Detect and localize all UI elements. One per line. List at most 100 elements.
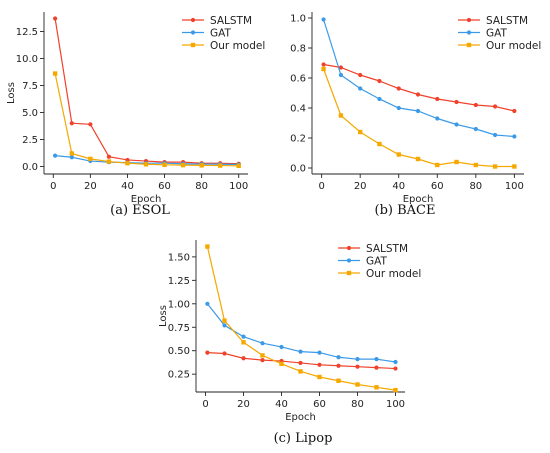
data-point: [415, 156, 421, 162]
data-point: [298, 360, 303, 366]
x-axis-label: Epoch: [403, 194, 434, 205]
data-point: [355, 382, 360, 387]
x-tick-label: 20: [84, 181, 97, 192]
data-point: [317, 350, 322, 355]
series-our-model: [52, 71, 241, 168]
data-point: [222, 351, 227, 356]
legend-entry-label: SALSTM: [210, 15, 252, 27]
data-point: [199, 163, 204, 168]
y-tick-label: 0.25: [168, 370, 190, 381]
data-point: [205, 244, 210, 249]
y-tick-label: 7.5: [22, 81, 38, 92]
legend-swatch-marker: [466, 30, 472, 35]
y-tick-label: 1.25: [168, 276, 190, 287]
data-point: [125, 161, 130, 166]
legend-swatch-marker: [346, 245, 352, 251]
x-tick-label: 100: [229, 181, 248, 192]
data-point: [279, 361, 284, 367]
legend-entry-label: SALSTM: [366, 243, 408, 255]
data-point: [435, 116, 440, 121]
data-point: [358, 72, 363, 78]
data-point: [88, 156, 93, 162]
legend-swatch-marker: [346, 258, 352, 263]
data-point: [512, 108, 517, 114]
x-tick-label: 40: [392, 181, 405, 192]
data-point: [473, 126, 478, 132]
subfigure-caption: (c) Lipop: [274, 431, 333, 446]
data-point: [374, 365, 379, 370]
data-point: [222, 318, 227, 323]
x-tick-label: 100: [386, 399, 405, 410]
data-point: [377, 78, 382, 84]
data-point: [317, 362, 322, 367]
y-tick-label: 1.00: [168, 299, 190, 310]
y-axis-label: Loss: [158, 305, 169, 327]
data-point: [69, 151, 75, 156]
series-salstm: [205, 350, 398, 371]
y-tick-label: 0.75: [168, 323, 190, 334]
legend-entry-label: GAT: [486, 27, 508, 39]
series-gat: [321, 17, 517, 139]
y-tick-label: 0.6: [290, 74, 306, 85]
legend-swatch-marker: [466, 17, 472, 23]
y-axis-label: Loss: [6, 82, 17, 104]
data-point: [241, 356, 246, 361]
data-point: [396, 105, 401, 111]
legend-entry-label: Our model: [210, 40, 265, 52]
data-point: [205, 301, 210, 306]
data-point: [492, 164, 498, 169]
x-tick-label: 20: [237, 399, 250, 410]
data-point: [374, 385, 379, 390]
y-tick-label: 0.0: [22, 162, 38, 173]
data-point: [143, 162, 149, 167]
data-point: [338, 72, 344, 78]
data-point: [396, 86, 401, 91]
data-point: [69, 121, 74, 126]
series-line: [207, 351, 396, 370]
data-point: [415, 108, 421, 114]
x-tick-label: 100: [505, 181, 524, 192]
data-point: [393, 359, 398, 365]
data-point: [512, 164, 517, 169]
data-point: [454, 159, 459, 165]
x-tick-label: 60: [431, 181, 444, 192]
data-point: [415, 92, 421, 97]
data-point: [492, 104, 498, 109]
data-point: [338, 65, 344, 70]
data-point: [260, 353, 265, 358]
data-point: [88, 122, 93, 127]
data-point: [236, 163, 241, 168]
x-axis-label: Epoch: [285, 412, 316, 423]
y-tick-label: 1.0: [290, 14, 306, 25]
data-point: [260, 357, 265, 363]
data-point: [358, 86, 363, 91]
data-point: [435, 162, 440, 168]
data-point: [162, 162, 167, 168]
data-point: [336, 378, 341, 383]
series-salstm: [321, 62, 517, 114]
data-point: [241, 340, 246, 345]
series-our-model: [321, 66, 517, 169]
data-point: [396, 152, 401, 157]
y-tick-label: 0.50: [168, 346, 190, 357]
x-tick-label: 40: [121, 181, 134, 192]
y-tick-label: 2.5: [22, 135, 38, 146]
series-gat: [205, 301, 398, 365]
legend-entry-label: Our model: [366, 268, 421, 280]
data-point: [298, 349, 303, 354]
data-point: [260, 341, 265, 346]
y-tick-label: 1.50: [168, 252, 190, 263]
data-point: [454, 122, 459, 127]
series-our-model: [205, 244, 398, 393]
data-point: [473, 162, 479, 168]
legend-entry-label: GAT: [210, 27, 232, 39]
data-point: [279, 344, 284, 350]
data-point: [321, 17, 326, 22]
x-axis-label: Epoch: [131, 194, 162, 205]
x-tick-label: 60: [313, 399, 326, 410]
chart-panel-2: 0 20 40 60 80 100 0.25 0.50 0.75 1.00 1.25 1.50 Epoc…: [158, 240, 421, 446]
data-point: [222, 323, 227, 328]
x-tick-label: 80: [469, 181, 482, 192]
